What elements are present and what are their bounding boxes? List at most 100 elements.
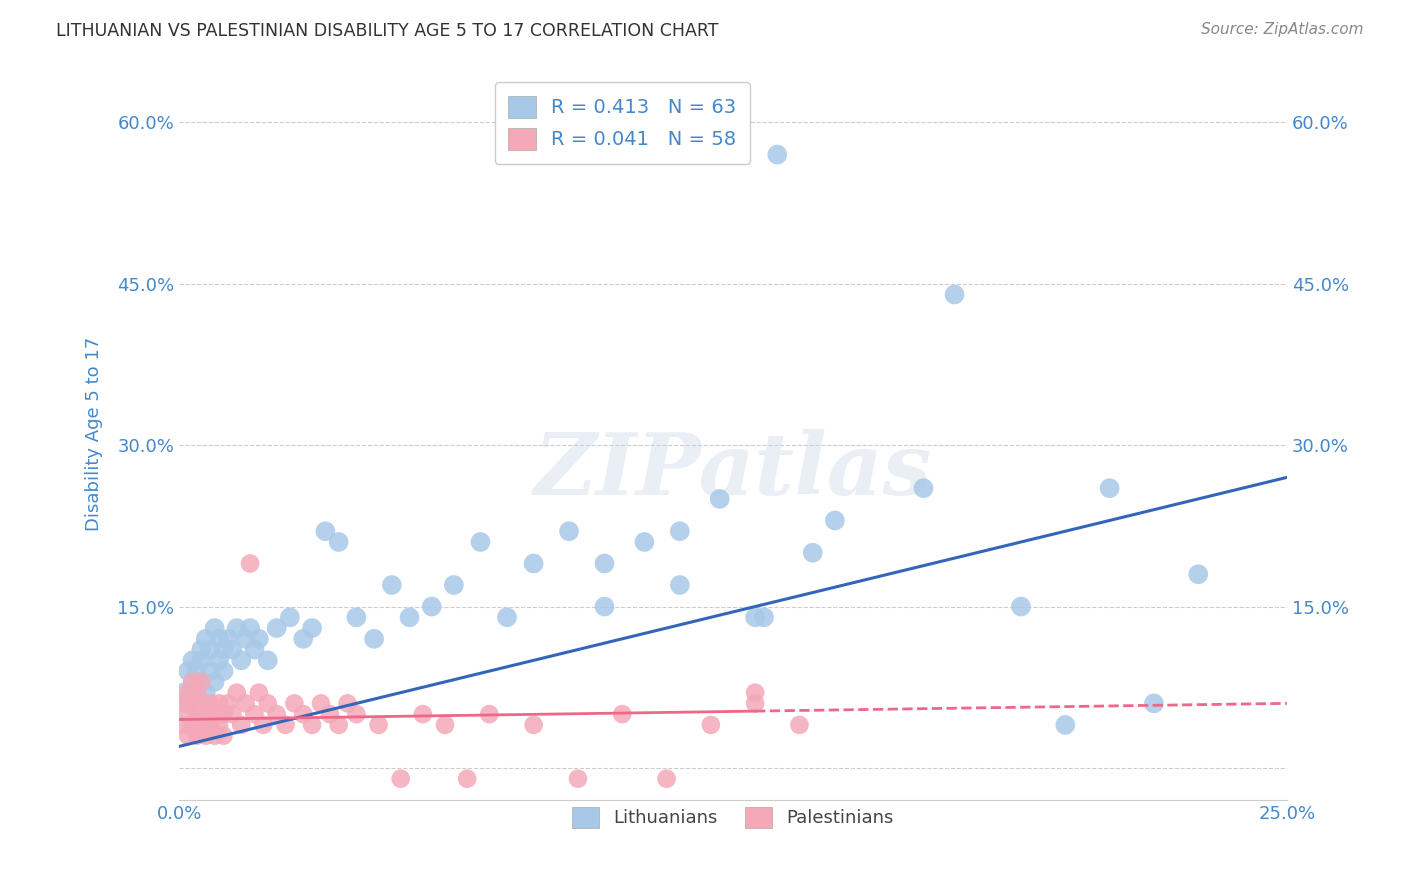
Point [655, 772, 678, 786]
Point [700, 718, 723, 732]
Point [186, 685, 208, 699]
Point [181, 697, 204, 711]
Point [190, 653, 212, 667]
Point [198, 664, 221, 678]
Point [243, 707, 266, 722]
Point [239, 621, 262, 635]
Point [824, 513, 846, 527]
Point [523, 557, 546, 571]
Point [789, 718, 811, 732]
Point [177, 729, 200, 743]
Point [221, 707, 243, 722]
Point [177, 664, 200, 678]
Y-axis label: Disability Age 5 to 17: Disability Age 5 to 17 [86, 337, 103, 532]
Point [593, 599, 616, 614]
Point [212, 664, 235, 678]
Point [278, 610, 301, 624]
Point [744, 610, 766, 624]
Point [669, 578, 692, 592]
Point [186, 707, 208, 722]
Point [198, 697, 221, 711]
Point [208, 632, 231, 646]
Point [194, 685, 217, 699]
Point [301, 621, 323, 635]
Point [190, 697, 212, 711]
Point [217, 632, 239, 646]
Point [173, 697, 195, 711]
Legend: Lithuanians, Palestinians: Lithuanians, Palestinians [565, 800, 901, 835]
Point [186, 664, 208, 678]
Point [217, 697, 239, 711]
Point [1187, 567, 1209, 582]
Point [633, 535, 655, 549]
Point [412, 707, 434, 722]
Point [766, 147, 789, 161]
Point [266, 707, 288, 722]
Point [266, 621, 288, 635]
Point [173, 685, 195, 699]
Point [186, 729, 208, 743]
Point [186, 674, 208, 689]
Point [225, 685, 247, 699]
Point [243, 642, 266, 657]
Point [292, 707, 315, 722]
Point [496, 610, 519, 624]
Point [612, 707, 634, 722]
Point [443, 578, 465, 592]
Point [177, 707, 200, 722]
Text: Source: ZipAtlas.com: Source: ZipAtlas.com [1201, 22, 1364, 37]
Point [190, 674, 212, 689]
Point [292, 632, 315, 646]
Point [314, 524, 336, 539]
Point [943, 287, 966, 301]
Point [208, 653, 231, 667]
Point [177, 697, 200, 711]
Point [194, 707, 217, 722]
Point [247, 685, 270, 699]
Point [593, 557, 616, 571]
Point [319, 707, 342, 722]
Point [194, 632, 217, 646]
Point [567, 772, 589, 786]
Point [198, 642, 221, 657]
Point [198, 718, 221, 732]
Point [328, 535, 350, 549]
Point [456, 772, 478, 786]
Point [912, 481, 935, 495]
Point [231, 718, 253, 732]
Point [190, 718, 212, 732]
Point [1098, 481, 1121, 495]
Text: LITHUANIAN VS PALESTINIAN DISABILITY AGE 5 TO 17 CORRELATION CHART: LITHUANIAN VS PALESTINIAN DISABILITY AGE… [56, 22, 718, 40]
Point [309, 697, 332, 711]
Point [204, 621, 226, 635]
Point [1143, 697, 1166, 711]
Point [283, 697, 305, 711]
Point [212, 729, 235, 743]
Point [389, 772, 412, 786]
Point [208, 697, 231, 711]
Point [744, 685, 766, 699]
Point [212, 707, 235, 722]
Point [181, 718, 204, 732]
Point [523, 718, 546, 732]
Point [181, 674, 204, 689]
Point [274, 718, 297, 732]
Point [252, 718, 274, 732]
Point [470, 535, 492, 549]
Point [190, 642, 212, 657]
Point [231, 653, 253, 667]
Point [1010, 599, 1032, 614]
Point [1054, 718, 1077, 732]
Point [301, 718, 323, 732]
Point [752, 610, 775, 624]
Point [221, 642, 243, 657]
Point [420, 599, 443, 614]
Point [247, 632, 270, 646]
Text: ZIPatlas: ZIPatlas [534, 429, 932, 513]
Point [669, 524, 692, 539]
Point [744, 697, 766, 711]
Point [181, 685, 204, 699]
Point [328, 718, 350, 732]
Point [367, 718, 389, 732]
Point [363, 632, 385, 646]
